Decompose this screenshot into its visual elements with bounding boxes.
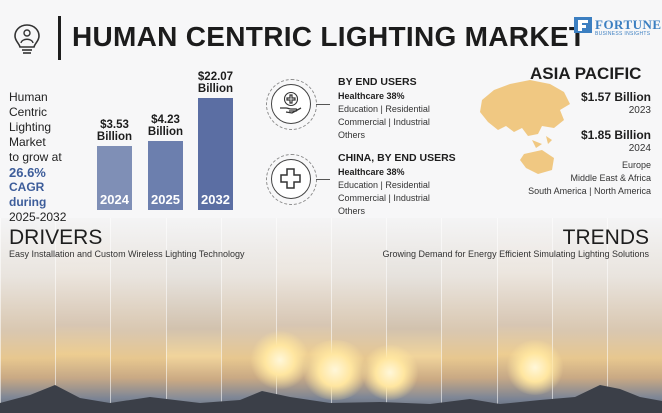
segment-item: Others — [338, 206, 366, 216]
intro-line: Human — [9, 90, 48, 104]
drivers-heading: DRIVERS — [9, 226, 103, 249]
intro-line: Market — [9, 135, 46, 149]
segment-item: Commercial | Industrial — [338, 193, 430, 203]
bar-year-label: 2032 — [201, 192, 230, 207]
segment-title: CHINA, BY END USERS — [338, 152, 456, 164]
bar-year-label: 2025 — [151, 192, 180, 207]
bar-value-label: $4.23 Billion — [147, 114, 184, 138]
trends-text: Growing Demand for Energy Efficient Simu… — [382, 249, 649, 259]
page-title: HUMAN CENTRIC LIGHTING MARKET — [72, 21, 587, 52]
sun-glow — [250, 330, 310, 390]
other-region: South America | North America — [528, 186, 651, 196]
asia-pacific-map — [480, 80, 570, 174]
other-region: Europe — [621, 160, 651, 170]
forecast-period: 2025-2032 — [9, 210, 67, 224]
brand-name: FORTUNE — [595, 17, 662, 32]
brand-subtitle: BUSINESS INSIGHTS — [595, 31, 651, 37]
sun-glow — [505, 340, 565, 395]
segment-highlight: Healthcare 38% — [338, 167, 405, 177]
segment-item: Education | Residential — [338, 180, 430, 190]
connector-line — [316, 104, 330, 105]
trends-heading: TRENDS — [562, 226, 649, 249]
brand-logo: FORTUNE BUSINESS INSIGHTS — [574, 17, 661, 38]
region-value-2024: $1.85 Billion — [580, 128, 651, 142]
bar-2024: 2024 — [97, 146, 132, 210]
bar-2032: 2032 — [198, 98, 233, 210]
segment-item: Commercial | Industrial — [338, 117, 430, 127]
mountain-silhouette — [0, 385, 662, 413]
other-region: Middle East & Africa — [570, 173, 651, 183]
intro-line: Lighting — [9, 120, 52, 134]
region-title: ASIA PACIFIC — [530, 64, 642, 83]
connector-line — [316, 179, 330, 180]
intro-line: Centric — [9, 105, 48, 119]
bar-value-label: $22.07 Billion — [197, 71, 234, 95]
intro-line: to grow at — [9, 150, 62, 164]
drivers-text: Easy Installation and Custom Wireless Li… — [9, 249, 245, 259]
cagr-label: CAGR during — [9, 180, 47, 209]
segment-item: Others — [338, 130, 366, 140]
region-value-2023: $1.57 Billion — [580, 90, 651, 104]
segment-highlight: Healthcare 38% — [338, 91, 405, 101]
title-divider — [58, 16, 61, 60]
region-year: 2023 — [628, 105, 651, 116]
human-bulb-icon — [14, 24, 40, 54]
medical-cross-icon — [266, 154, 317, 205]
market-growth-text: Human Centric Lighting Market to grow at… — [9, 90, 79, 225]
bar-year-label: 2024 — [100, 192, 129, 207]
bar-value-label: $3.53 Billion — [96, 119, 133, 143]
bar-2025: 2025 — [148, 141, 183, 210]
sun-glow — [300, 340, 370, 400]
sun-glow — [360, 345, 420, 400]
region-year: 2024 — [628, 143, 651, 154]
segment-item: Education | Residential — [338, 104, 430, 114]
cagr-value: 26.6% — [9, 165, 46, 180]
hand-health-icon — [266, 79, 317, 130]
fortune-logo-icon — [574, 17, 592, 33]
segment-title: BY END USERS — [338, 76, 417, 88]
